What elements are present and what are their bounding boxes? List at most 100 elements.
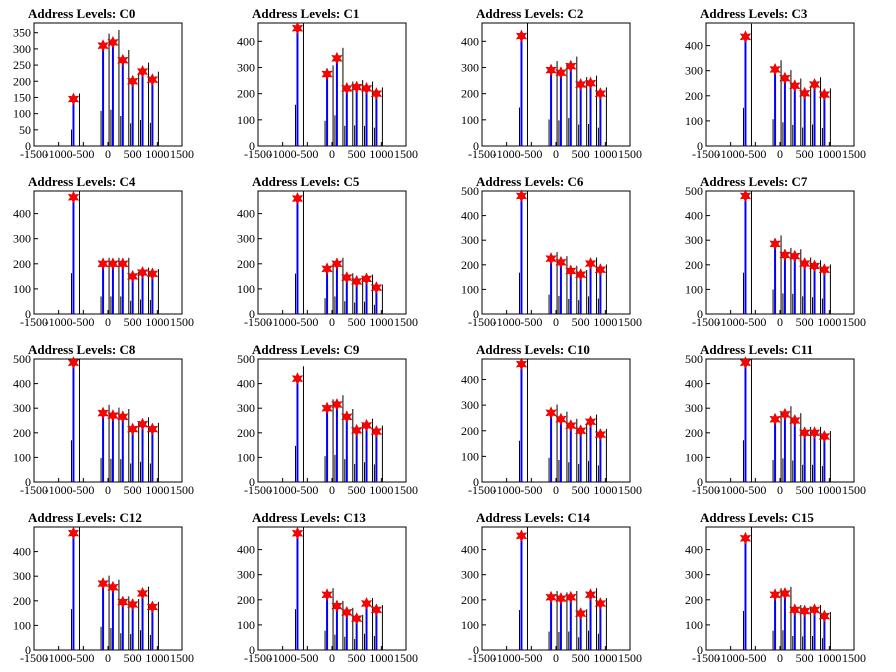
peak-marker	[555, 412, 567, 426]
y-tick-label: 300	[461, 568, 479, 582]
x-tick-label: -1000	[493, 483, 521, 497]
peak-marker	[739, 356, 752, 370]
x-tick-label: -1500	[468, 483, 496, 497]
x-tick-label: -1000	[493, 651, 521, 665]
y-tick-label: 100	[685, 450, 703, 464]
peak-marker	[574, 77, 587, 92]
peak-marker	[798, 604, 811, 618]
peak-marker	[565, 59, 577, 73]
x-tick-label: 0	[553, 147, 559, 161]
peak-marker	[808, 259, 821, 273]
x-tick-label: 1000	[817, 315, 841, 329]
x-tick-label: 1000	[817, 651, 841, 665]
x-tick-label: 0	[329, 315, 335, 329]
peak-marker	[370, 87, 383, 101]
chart-panel: Address Levels: C11 0 100 200 300 400 500 -1500…	[672, 336, 896, 504]
peak-marker	[789, 603, 801, 617]
peak-marker	[136, 64, 149, 79]
x-tick-label: -500	[744, 147, 766, 161]
peak-marker	[769, 237, 781, 251]
peak-marker	[739, 189, 752, 203]
peak-marker	[360, 418, 373, 433]
peak-marker	[97, 406, 109, 420]
chart-svg: 0 100 200 300 400 -1500-1000 -500 0 500 1000 1500	[237, 526, 418, 665]
x-tick-label: -1500	[244, 483, 272, 497]
plot-frame	[481, 190, 631, 315]
peak-marker	[360, 81, 373, 96]
x-tick-label: 500	[796, 147, 814, 161]
peak-marker	[584, 256, 597, 271]
peak-marker	[769, 62, 781, 77]
peak-marker	[370, 281, 383, 295]
peak-marker	[515, 29, 528, 43]
peak-marker	[779, 586, 791, 601]
plot-frame	[705, 22, 855, 147]
y-tick-label: 500	[461, 184, 479, 198]
y-tick-label: 400	[685, 543, 703, 557]
peak-marker	[789, 413, 801, 428]
x-tick-label: -1000	[493, 315, 521, 329]
y-tick-label: 300	[13, 569, 31, 583]
x-tick-label: 1000	[145, 483, 169, 497]
x-tick-label: 1500	[394, 147, 418, 161]
y-tick-label: 400	[13, 545, 31, 559]
x-tick-label: -500	[72, 315, 94, 329]
y-tick-label: 100	[13, 282, 31, 296]
x-tick-label: 1000	[145, 147, 169, 161]
y-tick-label: 400	[461, 209, 479, 223]
peak-marker	[360, 272, 373, 286]
peak-marker	[321, 401, 333, 415]
x-tick-label: 1500	[394, 483, 418, 497]
peak-marker	[341, 410, 353, 424]
peak-marker	[779, 248, 791, 262]
chart-panel: Address Levels: C3 0 100 200 300 400 -1500 -100…	[672, 0, 896, 168]
peak-marker	[574, 424, 587, 438]
plot-frame	[33, 526, 183, 651]
peak-marker	[291, 372, 304, 386]
plot-frame	[33, 358, 183, 483]
peak-marker	[331, 599, 343, 613]
x-tick-label: 1000	[369, 483, 393, 497]
peak-marker	[818, 263, 831, 277]
peak-marker	[97, 39, 109, 53]
y-tick-label: 0	[25, 475, 31, 489]
y-tick-label: 400	[237, 543, 255, 557]
y-tick-label: 0	[25, 139, 31, 153]
y-tick-label: 500	[685, 352, 703, 366]
x-tick-label: 500	[572, 315, 590, 329]
chart-title: Address Levels: C3	[700, 6, 808, 21]
y-tick-label: 100	[237, 450, 255, 464]
peak-marker	[565, 419, 577, 433]
x-tick-label: 1500	[618, 315, 642, 329]
y-tick-label: 400	[461, 373, 479, 387]
peak-marker	[808, 426, 821, 440]
x-tick-label: 0	[553, 651, 559, 665]
y-tick-label: 300	[237, 568, 255, 582]
y-tick-label: 200	[461, 258, 479, 272]
x-tick-label: 0	[553, 315, 559, 329]
plot-frame	[705, 526, 855, 651]
chart-svg: 0 100 200 300 400 -1500-1000 -500 0 500 1000 1500	[461, 357, 642, 497]
x-tick-label: 0	[777, 483, 783, 497]
x-tick-label: 0	[777, 651, 783, 665]
x-tick-label: 500	[796, 483, 814, 497]
x-tick-label: 0	[329, 147, 335, 161]
peak-marker	[291, 526, 304, 540]
x-tick-label: 500	[124, 483, 142, 497]
peak-marker	[136, 417, 149, 431]
peak-marker	[594, 263, 607, 277]
y-tick-label: 100	[237, 282, 255, 296]
x-tick-label: 1000	[593, 483, 617, 497]
peak-marker	[739, 531, 752, 545]
x-tick-label: -500	[520, 147, 542, 161]
chart-panel: Address Levels: C10 0 100 200 300 400 -1500 -10…	[448, 336, 672, 504]
y-tick-label: 100	[461, 618, 479, 632]
peak-marker	[545, 252, 557, 266]
plot-frame	[481, 526, 631, 651]
y-tick-label: 200	[237, 257, 255, 271]
x-tick-label: 500	[124, 315, 142, 329]
peak-marker	[808, 77, 821, 92]
